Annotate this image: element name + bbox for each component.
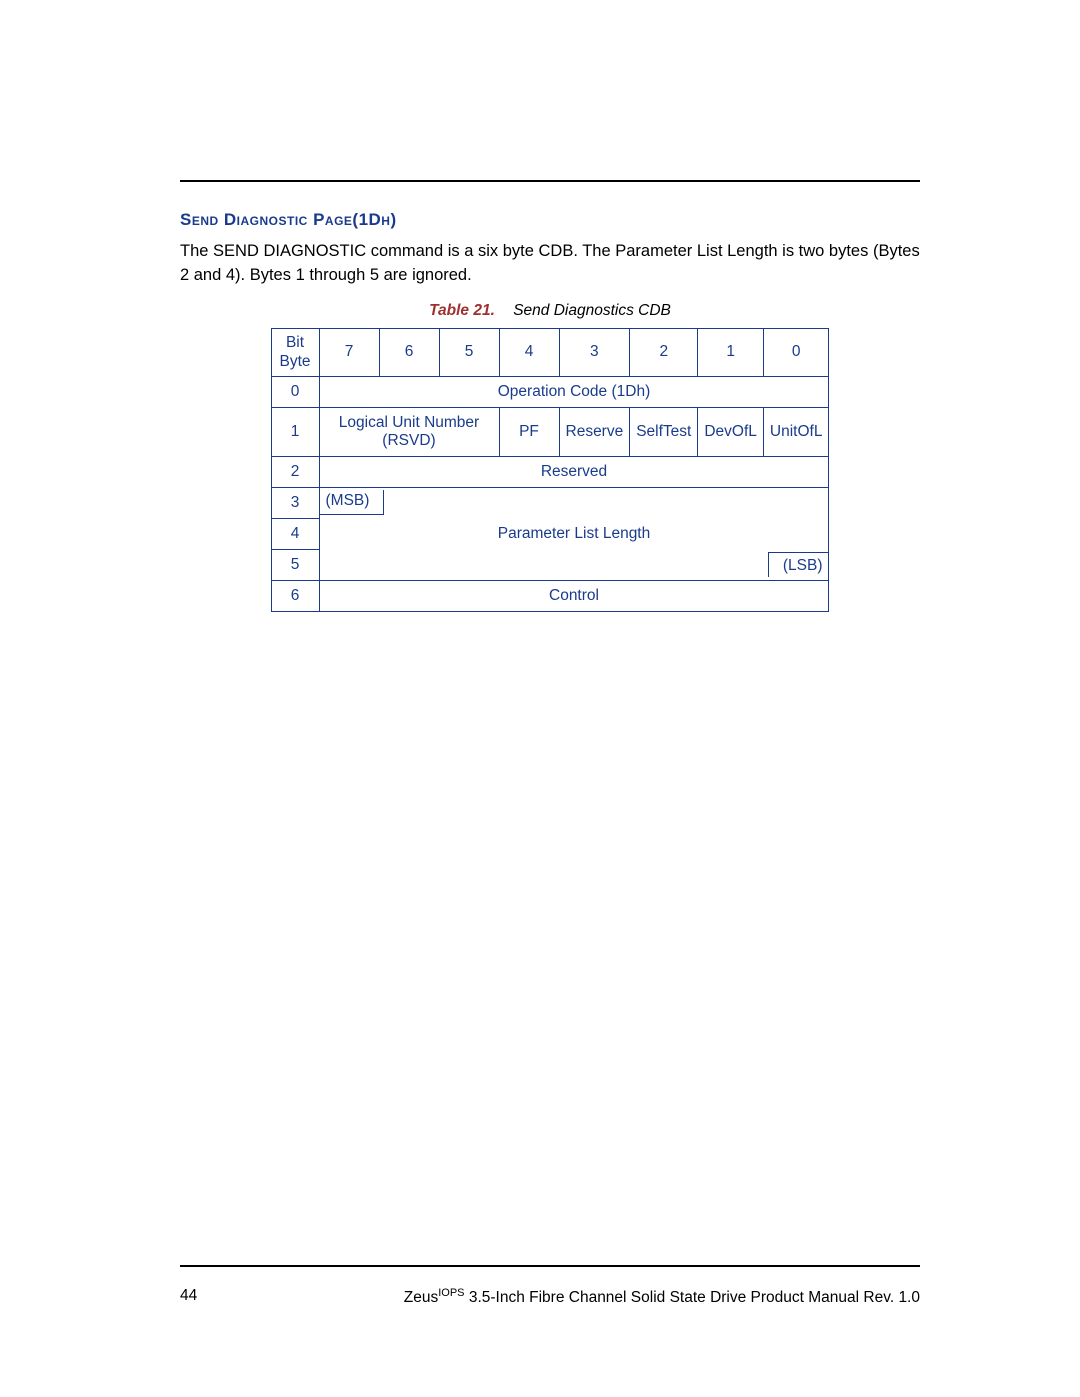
footer-line: 44 ZeusIOPS 3.5-Inch Fibre Channel Solid… (180, 1287, 920, 1307)
bit-col-3: 3 (559, 328, 630, 376)
section-title: Send Diagnostic Page(1Dh) (180, 210, 920, 230)
bit-col-7: 7 (319, 328, 379, 376)
byte-2-label: 2 (271, 456, 319, 487)
byte-1-unitofl: UnitOfL (763, 407, 829, 456)
section-body: The SEND DIAGNOSTIC command is a six byt… (180, 240, 920, 288)
page-footer: 44 ZeusIOPS 3.5-Inch Fibre Channel Solid… (180, 1265, 920, 1307)
byte-1-selftest: SelfTest (630, 407, 698, 456)
byte-5-label: 5 (271, 549, 319, 580)
bit-col-2: 2 (630, 328, 698, 376)
footer-product-prefix: Zeus (404, 1289, 438, 1306)
bit-col-0: 0 (763, 328, 829, 376)
table-caption: Table 21. Send Diagnostics CDB (180, 302, 920, 320)
byte-6-label: 6 (271, 580, 319, 611)
byte-3-msb-cell: (MSB) (319, 487, 829, 518)
table-title: Send Diagnostics CDB (513, 302, 671, 319)
byte-3-row: 3 (MSB) (271, 487, 829, 518)
byte-3-label: 3 (271, 487, 319, 518)
page: Send Diagnostic Page(1Dh) The SEND DIAGN… (0, 0, 1080, 1397)
footer-product: ZeusIOPS 3.5-Inch Fibre Channel Solid St… (404, 1287, 920, 1307)
byte-0-row: 0 Operation Code (1Dh) (271, 376, 829, 407)
byte-6-control: Control (319, 580, 829, 611)
byte-1-reserve: Reserve (559, 407, 630, 456)
byte-0-opcode: Operation Code (1Dh) (319, 376, 829, 407)
byte-4-label: 4 (271, 518, 319, 549)
top-rule (180, 180, 920, 182)
byte-4-param-len: Parameter List Length (319, 518, 829, 549)
byte-1-pf: PF (499, 407, 559, 456)
page-number: 44 (180, 1287, 197, 1307)
header-bit-label: Bit (286, 334, 304, 351)
header-byte-label: Byte (279, 353, 310, 370)
msb-label: (MSB) (320, 490, 385, 515)
bit-col-6: 6 (379, 328, 439, 376)
bit-col-1: 1 (698, 328, 764, 376)
byte-4-row: 4 Parameter List Length (271, 518, 829, 549)
byte-2-reserved: Reserved (319, 456, 829, 487)
byte-1-lun: Logical Unit Number (RSVD) (319, 407, 499, 456)
lsb-label: (LSB) (768, 552, 829, 577)
bottom-rule (180, 1265, 920, 1267)
byte-5-row: 5 (LSB) (271, 549, 829, 580)
byte-1-row: 1 Logical Unit Number (RSVD) PF Reserve … (271, 407, 829, 456)
bit-col-4: 4 (499, 328, 559, 376)
byte-6-row: 6 Control (271, 580, 829, 611)
byte-1-devofl: DevOfL (698, 407, 764, 456)
header-row: Bit Byte 7 6 5 4 3 2 1 0 (271, 328, 829, 376)
footer-product-sup: IOPS (438, 1287, 464, 1299)
byte-1-label: 1 (271, 407, 319, 456)
byte-2-row: 2 Reserved (271, 456, 829, 487)
cdb-table: Bit Byte 7 6 5 4 3 2 1 0 0 Operation Cod… (271, 328, 830, 612)
footer-product-rest: 3.5-Inch Fibre Channel Solid State Drive… (465, 1289, 920, 1306)
byte-0-label: 0 (271, 376, 319, 407)
table-number: Table 21. (429, 302, 495, 319)
bit-col-5: 5 (439, 328, 499, 376)
byte-5-lsb-cell: (LSB) (319, 549, 829, 580)
header-corner: Bit Byte (271, 328, 319, 376)
